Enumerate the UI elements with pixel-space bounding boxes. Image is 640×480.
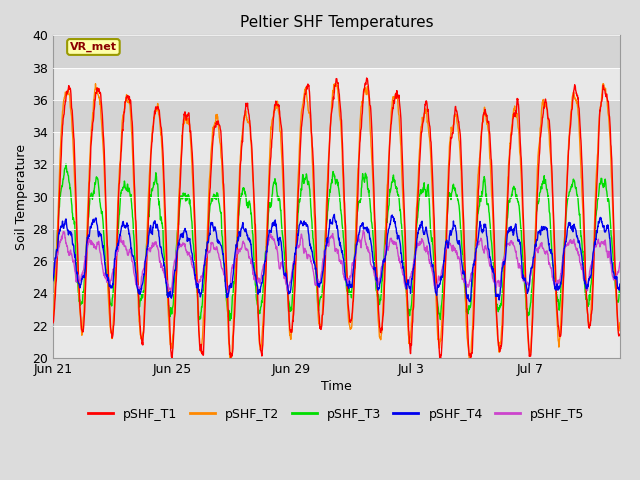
pSHF_T1 xyxy=(195,327,203,333)
pSHF_T1 xyxy=(519,200,527,205)
Line: pSHF_T1: pSHF_T1 xyxy=(53,78,620,361)
Bar xyxy=(53,293,620,325)
pSHF_T5 xyxy=(223,290,230,296)
Line: pSHF_T4: pSHF_T4 xyxy=(53,215,620,301)
pSHF_T1 xyxy=(310,193,318,199)
pSHF_T1 xyxy=(605,108,612,114)
pSHF_T4 xyxy=(616,281,623,287)
pSHF_T4 xyxy=(310,259,318,265)
Bar xyxy=(53,229,620,261)
Line: pSHF_T3: pSHF_T3 xyxy=(53,164,620,321)
pSHF_T3 xyxy=(519,254,527,260)
pSHF_T2 xyxy=(369,188,377,193)
Line: pSHF_T5: pSHF_T5 xyxy=(53,230,620,293)
Bar xyxy=(53,68,620,100)
Bar xyxy=(53,132,620,164)
pSHF_T2 xyxy=(616,320,623,326)
pSHF_T3 xyxy=(195,314,203,320)
pSHF_T5 xyxy=(616,259,623,265)
pSHF_T2 xyxy=(605,119,612,124)
pSHF_T4 xyxy=(605,229,612,235)
pSHF_T3 xyxy=(62,161,70,167)
Bar xyxy=(53,164,620,197)
pSHF_T2 xyxy=(518,207,526,213)
Y-axis label: Soil Temperature: Soil Temperature xyxy=(15,144,28,250)
pSHF_T1 xyxy=(436,358,444,364)
pSHF_T3 xyxy=(226,318,234,324)
pSHF_T3 xyxy=(49,283,57,289)
pSHF_T1 xyxy=(369,169,377,175)
pSHF_T5 xyxy=(360,228,367,233)
pSHF_T4 xyxy=(330,212,338,217)
pSHF_T5 xyxy=(605,248,612,254)
pSHF_T1 xyxy=(49,320,57,326)
Bar xyxy=(53,197,620,229)
pSHF_T4 xyxy=(68,241,76,247)
pSHF_T3 xyxy=(69,216,77,222)
Line: pSHF_T2: pSHF_T2 xyxy=(53,84,620,364)
pSHF_T2 xyxy=(49,318,57,324)
Title: Peltier SHF Temperatures: Peltier SHF Temperatures xyxy=(239,15,433,30)
Bar xyxy=(53,36,620,68)
pSHF_T3 xyxy=(370,238,378,244)
pSHF_T2 xyxy=(195,324,203,329)
pSHF_T5 xyxy=(370,268,378,274)
pSHF_T1 xyxy=(616,331,623,337)
Bar xyxy=(53,261,620,293)
pSHF_T1 xyxy=(363,75,371,81)
pSHF_T1 xyxy=(68,113,76,119)
pSHF_T3 xyxy=(311,262,319,267)
pSHF_T3 xyxy=(605,198,612,204)
X-axis label: Time: Time xyxy=(321,380,352,393)
pSHF_T5 xyxy=(49,276,57,282)
Bar xyxy=(53,325,620,358)
Bar xyxy=(53,100,620,132)
pSHF_T4 xyxy=(195,290,203,296)
pSHF_T4 xyxy=(466,299,474,304)
pSHF_T4 xyxy=(519,276,527,281)
pSHF_T4 xyxy=(369,260,377,265)
Legend: pSHF_T1, pSHF_T2, pSHF_T3, pSHF_T4, pSHF_T5: pSHF_T1, pSHF_T2, pSHF_T3, pSHF_T4, pSHF… xyxy=(83,403,589,426)
Text: VR_met: VR_met xyxy=(70,42,117,52)
pSHF_T2 xyxy=(600,81,607,86)
pSHF_T2 xyxy=(227,361,234,367)
pSHF_T5 xyxy=(311,280,319,286)
pSHF_T2 xyxy=(68,131,76,136)
pSHF_T4 xyxy=(49,278,57,284)
pSHF_T3 xyxy=(616,285,623,290)
pSHF_T5 xyxy=(68,256,76,262)
pSHF_T2 xyxy=(311,221,319,227)
pSHF_T5 xyxy=(195,280,203,286)
pSHF_T5 xyxy=(519,275,527,281)
